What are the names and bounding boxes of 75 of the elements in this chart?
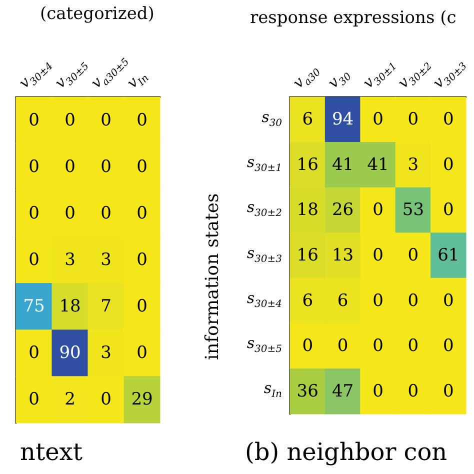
data-label: 0 (136, 250, 148, 270)
data-label: 0 (28, 156, 40, 177)
y-tick-label: s$_{30±2}$ (246, 198, 282, 220)
data-label: 0 (408, 381, 419, 402)
y-tick-label: s$_{In}$ (264, 379, 282, 400)
data-label: 2 (64, 390, 76, 410)
data-label: 0 (442, 336, 454, 356)
y-tick-label: s$_{30±4}$ (246, 288, 282, 310)
y-tick-label: s$_{30±5}$ (246, 334, 282, 356)
data-label: 0 (442, 381, 454, 402)
data-label: 0 (28, 390, 40, 410)
data-label: 0 (100, 390, 112, 410)
data-label: 41 (367, 154, 389, 175)
data-label: 6 (337, 290, 348, 311)
data-label: 0 (136, 156, 148, 177)
data-label: 0 (64, 110, 76, 130)
data-label: 16 (296, 246, 318, 266)
data-label: 0 (372, 246, 384, 266)
data-label: 41 (332, 154, 354, 175)
data-label: 3 (408, 154, 419, 175)
data-label: 0 (408, 290, 419, 311)
data-label: 90 (59, 343, 81, 364)
data-label: 0 (136, 110, 148, 130)
data-label: 0 (136, 203, 148, 224)
y-tick-label: s$_{30±1}$ (246, 152, 282, 174)
data-label: 75 (23, 296, 45, 317)
data-label: 53 (402, 200, 424, 220)
data-label: 6 (302, 110, 314, 130)
data-label: 6 (302, 290, 314, 311)
data-label: 0 (28, 250, 40, 270)
data-label: 0 (408, 336, 419, 356)
data-label: 0 (28, 343, 40, 364)
y-tick-label: s$_{30±3}$ (246, 244, 282, 264)
data-label: 0 (64, 203, 76, 224)
data-label: 0 (408, 110, 419, 130)
data-label: 0 (372, 336, 384, 356)
data-label: 18 (59, 296, 81, 317)
data-label: 0 (442, 110, 454, 130)
data-label: 3 (64, 250, 76, 270)
data-label: 47 (332, 381, 354, 402)
data-label: 0 (442, 200, 454, 220)
data-label: 0 (100, 203, 112, 224)
data-label: 0 (302, 336, 314, 356)
y-tick-label: s$_{30}$ (262, 108, 282, 129)
data-label: 0 (136, 296, 148, 317)
data-label: 7 (100, 296, 112, 317)
x-axis-title: (b) neighbor con (245, 438, 448, 466)
chart-title: response expressions (c (250, 8, 456, 28)
data-label: 18 (296, 200, 318, 220)
data-label: 0 (372, 110, 384, 130)
data-label: 0 (100, 110, 112, 130)
data-label: 29 (131, 390, 153, 410)
data-label: 0 (28, 110, 40, 130)
data-label: 0 (372, 290, 384, 311)
data-label: 26 (332, 200, 354, 220)
data-label: 3 (100, 343, 112, 364)
data-label: 16 (296, 154, 318, 175)
data-label: 0 (28, 203, 40, 224)
data-label: 94 (332, 110, 354, 130)
data-label: 3 (100, 250, 112, 270)
data-label: 0 (408, 246, 419, 266)
data-label: 0 (372, 200, 384, 220)
data-label: 0 (64, 156, 76, 177)
y-axis-title: information states (202, 193, 223, 360)
chart-title: (categorized) (40, 4, 154, 24)
x-axis-title: ntext (20, 438, 82, 466)
data-label: 0 (442, 154, 454, 175)
data-label: 0 (136, 343, 148, 364)
data-label: 0 (372, 381, 384, 402)
data-label: 13 (332, 246, 354, 266)
data-label: 61 (438, 246, 460, 266)
data-label: 0 (442, 290, 454, 311)
data-label: 36 (296, 381, 318, 402)
data-label: 0 (100, 156, 112, 177)
data-label: 0 (337, 336, 348, 356)
